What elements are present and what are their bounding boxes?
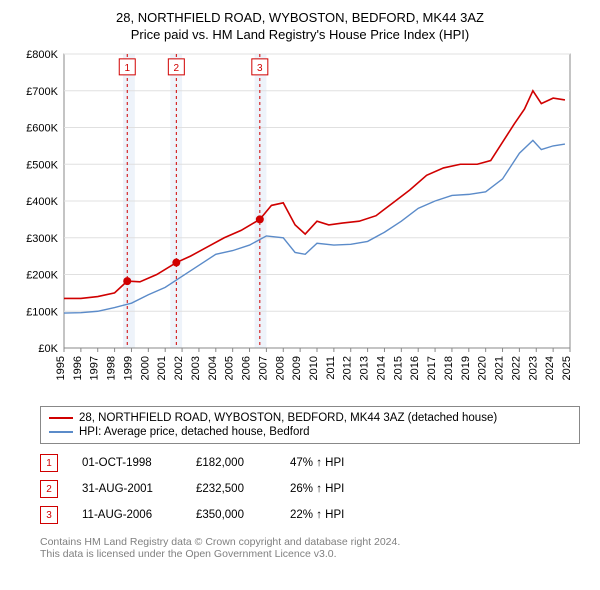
sale-marker-icon: 2	[40, 480, 58, 498]
svg-text:£800K: £800K	[26, 49, 58, 61]
svg-text:2015: 2015	[392, 356, 404, 380]
svg-text:1998: 1998	[106, 356, 118, 380]
sales-table: 1 01-OCT-1998 £182,000 47% ↑ HPI 2 31-AU…	[40, 450, 580, 528]
svg-text:3: 3	[257, 63, 263, 74]
table-row: 3 11-AUG-2006 £350,000 22% ↑ HPI	[40, 502, 580, 528]
svg-text:2017: 2017	[426, 356, 438, 380]
svg-text:£200K: £200K	[26, 270, 58, 282]
sale-marker-icon: 3	[40, 506, 58, 524]
sale-delta: 26% ↑ HPI	[290, 483, 370, 495]
svg-text:2003: 2003	[190, 356, 202, 380]
legend-label: HPI: Average price, detached house, Bedf…	[79, 426, 310, 438]
svg-text:2: 2	[174, 63, 180, 74]
legend-label: 28, NORTHFIELD ROAD, WYBOSTON, BEDFORD, …	[79, 412, 497, 424]
svg-text:2024: 2024	[544, 356, 556, 380]
svg-text:2013: 2013	[359, 356, 371, 380]
svg-text:1995: 1995	[55, 356, 67, 380]
svg-text:£400K: £400K	[26, 196, 58, 208]
svg-text:1996: 1996	[72, 356, 84, 380]
table-row: 2 31-AUG-2001 £232,500 26% ↑ HPI	[40, 476, 580, 502]
svg-text:2004: 2004	[207, 356, 219, 380]
svg-text:2002: 2002	[173, 356, 185, 380]
svg-text:2011: 2011	[325, 356, 337, 380]
svg-text:£0K: £0K	[38, 343, 58, 355]
svg-text:2018: 2018	[443, 356, 455, 380]
legend-swatch	[49, 431, 73, 433]
footer-line: Contains HM Land Registry data © Crown c…	[40, 536, 580, 548]
svg-text:2020: 2020	[477, 356, 489, 380]
legend-item: 28, NORTHFIELD ROAD, WYBOSTON, BEDFORD, …	[49, 411, 571, 425]
svg-text:£600K: £600K	[26, 123, 58, 135]
svg-text:2007: 2007	[257, 356, 269, 380]
svg-text:£500K: £500K	[26, 159, 58, 171]
svg-text:2021: 2021	[494, 356, 506, 380]
sale-delta: 22% ↑ HPI	[290, 509, 370, 521]
svg-text:2012: 2012	[342, 356, 354, 380]
legend-item: HPI: Average price, detached house, Bedf…	[49, 425, 571, 439]
legend: 28, NORTHFIELD ROAD, WYBOSTON, BEDFORD, …	[40, 406, 580, 444]
chart-title-block: 28, NORTHFIELD ROAD, WYBOSTON, BEDFORD, …	[10, 10, 590, 42]
svg-text:2000: 2000	[139, 356, 151, 380]
footer-line: This data is licensed under the Open Gov…	[40, 548, 580, 560]
svg-text:2009: 2009	[291, 356, 303, 380]
svg-text:1: 1	[124, 63, 130, 74]
svg-text:2022: 2022	[510, 356, 522, 380]
svg-text:2008: 2008	[274, 356, 286, 380]
chart-svg: £0K £100K £200K £300K £400K £500K £600K £700K £8…	[20, 48, 580, 398]
svg-text:2016: 2016	[409, 356, 421, 380]
svg-text:2005: 2005	[224, 356, 236, 380]
svg-text:2014: 2014	[375, 356, 387, 380]
svg-text:2010: 2010	[308, 356, 320, 380]
sale-date: 31-AUG-2001	[82, 483, 172, 495]
footer-attribution: Contains HM Land Registry data © Crown c…	[40, 536, 580, 560]
sale-price: £182,000	[196, 457, 266, 469]
svg-text:1997: 1997	[89, 356, 101, 380]
legend-swatch	[49, 417, 73, 419]
svg-text:£100K: £100K	[26, 306, 58, 318]
sale-price: £350,000	[196, 509, 266, 521]
title-subtitle: Price paid vs. HM Land Registry's House …	[10, 27, 590, 42]
svg-text:2023: 2023	[527, 356, 539, 380]
svg-text:2019: 2019	[460, 356, 472, 380]
svg-text:2001: 2001	[156, 356, 168, 380]
price-chart: £0K £100K £200K £300K £400K £500K £600K £700K £8…	[20, 48, 580, 398]
sale-date: 11-AUG-2006	[82, 509, 172, 521]
sale-delta: 47% ↑ HPI	[290, 457, 370, 469]
table-row: 1 01-OCT-1998 £182,000 47% ↑ HPI	[40, 450, 580, 476]
svg-text:2025: 2025	[561, 356, 573, 380]
sale-price: £232,500	[196, 483, 266, 495]
svg-text:1999: 1999	[122, 356, 134, 380]
title-address: 28, NORTHFIELD ROAD, WYBOSTON, BEDFORD, …	[10, 10, 590, 25]
svg-text:2006: 2006	[241, 356, 253, 380]
svg-text:£300K: £300K	[26, 233, 58, 245]
sale-marker-icon: 1	[40, 454, 58, 472]
sale-date: 01-OCT-1998	[82, 457, 172, 469]
svg-text:£700K: £700K	[26, 86, 58, 98]
